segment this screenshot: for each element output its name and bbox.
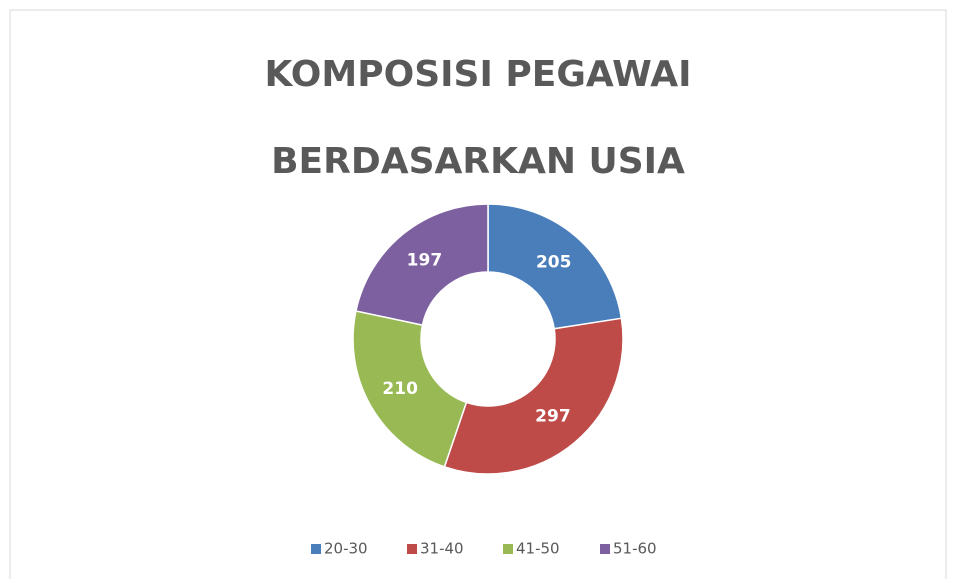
chart-title: KOMPOSISI PEGAWAI (265, 54, 692, 95)
donut-segment (487, 203, 623, 330)
legend-marker (407, 544, 417, 554)
legend-label: 20-30 (324, 540, 368, 558)
data-label: 297 (535, 406, 571, 426)
legend-label: 31-40 (420, 540, 464, 558)
data-label: 205 (536, 252, 572, 272)
chart-frame (9, 9, 947, 579)
data-label: 197 (407, 251, 443, 271)
donut-segment (355, 203, 489, 326)
legend-marker (600, 544, 610, 554)
legend-marker (503, 544, 513, 554)
legend-label: 51-60 (613, 540, 657, 558)
donut-segment (443, 317, 624, 475)
donut-segment (352, 310, 468, 468)
chart-title: BERDASARKAN USIA (271, 141, 685, 182)
legend-marker (311, 544, 321, 554)
legend-label: 41-50 (516, 540, 560, 558)
data-label: 210 (382, 379, 418, 399)
